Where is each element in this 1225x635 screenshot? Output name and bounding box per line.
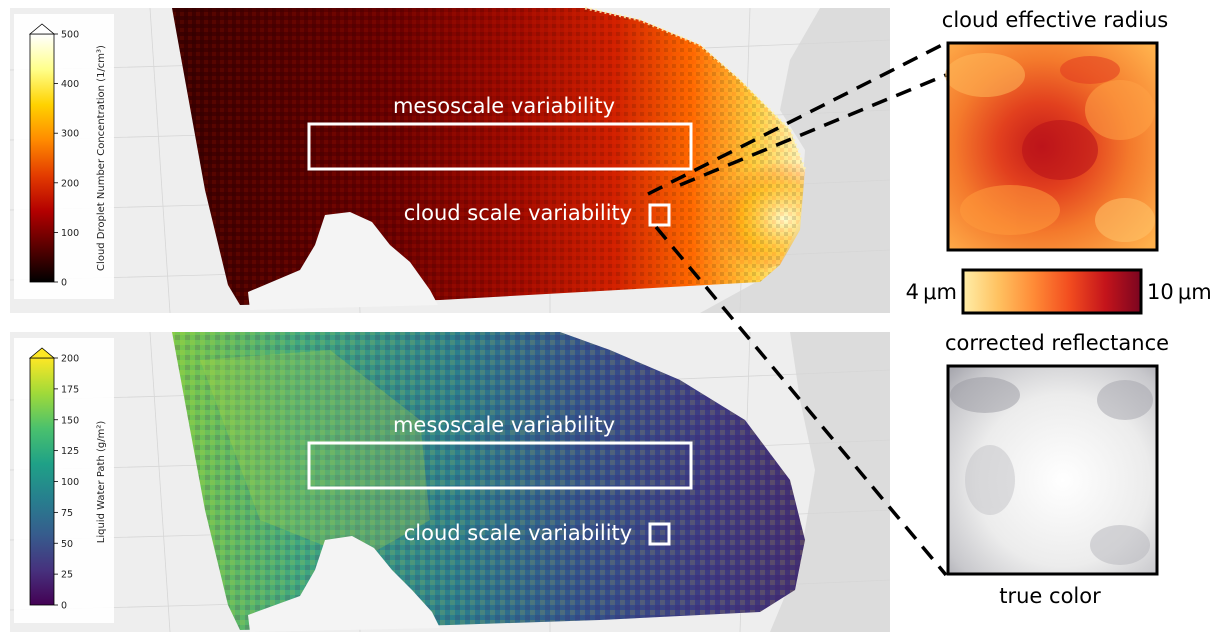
- top-colorbar: [29, 33, 55, 283]
- top-colorbar-tick-label: 200: [61, 178, 79, 189]
- radius-image-border: [946, 41, 1159, 252]
- bottom-colorbar-tick-label: 75: [61, 508, 73, 519]
- reflectance-image-texture: [950, 377, 1153, 565]
- top-colorbar-label: Cloud Droplet Number Concentration (1/cm…: [96, 45, 107, 271]
- bottom-colorbar-tick-label: 200: [61, 354, 79, 365]
- connector-top-lower: [679, 73, 947, 187]
- top-cloud-scale-box: [648, 203, 671, 227]
- top-map-land: [700, 8, 890, 313]
- top-colorbar-tick-label: 0: [61, 278, 67, 289]
- bottom-mesoscale-label: mesoscale variability: [393, 413, 615, 437]
- bottom-swath-gap: [248, 536, 440, 632]
- bottom-map-land: [770, 332, 890, 632]
- radius-title: cloud effective radius: [942, 8, 1168, 32]
- bottom-colorbar-tick-label: 150: [61, 415, 79, 426]
- bottom-colorbar-tick-label: 50: [61, 539, 73, 550]
- bottom-colorbar: [29, 357, 55, 606]
- top-swath-edge: [584, 6, 807, 171]
- top-colorbar-tick-label: 300: [61, 129, 79, 140]
- top-colorbar-extend: [28, 23, 56, 35]
- radius-zoom: cloud effective radius 4 μm 10 μm: [906, 8, 1212, 315]
- bottom-colorbar-tick-label: 125: [61, 446, 79, 457]
- zoom-connectors: [647, 41, 948, 577]
- radius-image-texture: [945, 53, 1155, 242]
- reflectance-caption: true color: [999, 584, 1101, 608]
- bottom-colorbar-ticks: 0 25 50 75 100 125 150 175 200: [54, 354, 79, 612]
- bottom-cloud-scale-label: cloud scale variability: [404, 521, 632, 545]
- top-mesoscale-label: mesoscale variability: [393, 94, 615, 118]
- connector-top-upper: [647, 41, 947, 196]
- top-map-panel: mesoscale variability cloud scale variab…: [9, 6, 891, 314]
- radius-colorbar-min: 4 μm: [906, 280, 957, 304]
- radius-colorbar: [961, 268, 1143, 315]
- top-cloud-scale-label: cloud scale variability: [404, 201, 632, 225]
- connector-bottom: [654, 225, 948, 577]
- bottom-map-panel: mesoscale variability cloud scale variab…: [9, 331, 891, 633]
- reflectance-image-border: [946, 364, 1159, 576]
- radius-colorbar-max: 10 μm: [1147, 280, 1212, 304]
- reflectance-title: corrected reflectance: [945, 331, 1169, 355]
- bottom-colorbar-tick-label: 100: [61, 477, 79, 488]
- reflectance-zoom: corrected reflectance true color: [945, 331, 1169, 608]
- bottom-colorbar-label: Liquid Water Path (g/m²): [96, 421, 107, 544]
- bottom-cloud-scale-box: [648, 522, 671, 546]
- top-mesoscale-box: [307, 122, 693, 171]
- top-swath-gap: [248, 212, 438, 310]
- bottom-colorbar-tick-label: 175: [61, 384, 79, 395]
- top-colorbar-tick-label: 500: [61, 30, 79, 41]
- bottom-swath-bright: [200, 350, 430, 560]
- bottom-colorbar-tick-label: 0: [61, 601, 67, 612]
- bottom-mesoscale-box: [307, 441, 693, 490]
- bottom-colorbar-extend: [28, 347, 56, 359]
- top-colorbar-tick-label: 400: [61, 79, 79, 90]
- bottom-colorbar-tick-label: 25: [61, 570, 73, 581]
- top-colorbar-tick-label: 100: [61, 228, 79, 239]
- top-colorbar-ticks: 0 100 200 300 400 500: [54, 30, 79, 289]
